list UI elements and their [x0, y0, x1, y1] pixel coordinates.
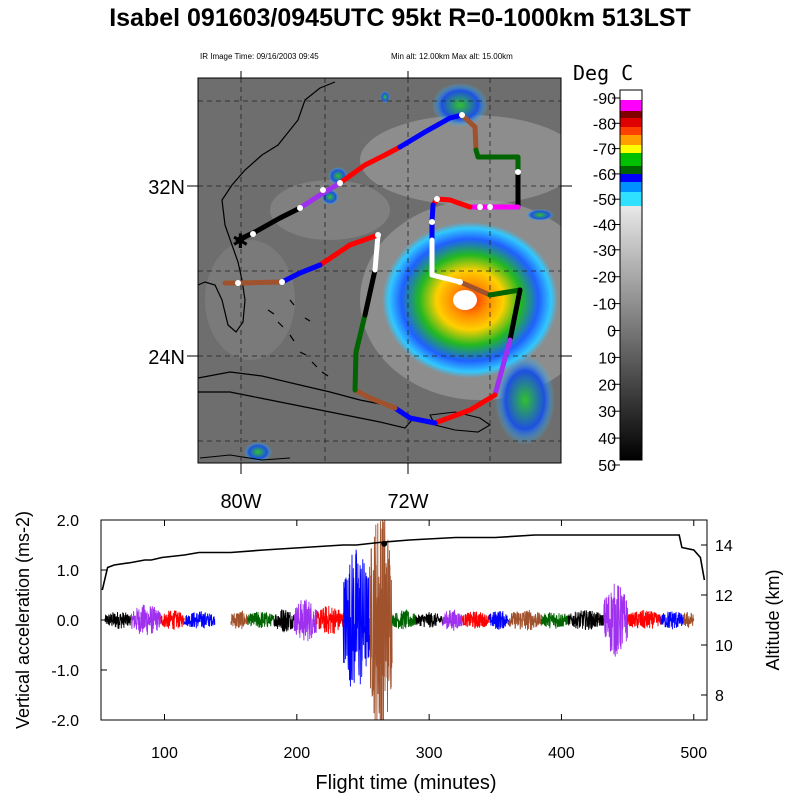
y2-tick-label: 14: [715, 538, 733, 555]
colorbar-label: -70: [593, 142, 616, 159]
map-frame: [197, 77, 562, 464]
coastline: [198, 81, 336, 333]
acceleration-segment: [441, 609, 463, 631]
colorbar-label: -30: [593, 243, 616, 260]
acceleration-segment: [273, 609, 295, 633]
lat-label-24n: 24N: [148, 347, 185, 369]
acceleration-segment: [508, 609, 543, 631]
colorbar-label: 30: [598, 404, 616, 421]
colorbar-title: Deg C: [573, 61, 633, 85]
colorbar-label: -20: [593, 270, 616, 287]
satellite-map: ✱ 32N 24N 80W 72W: [148, 71, 572, 513]
acceleration-segment: [247, 611, 275, 629]
colorbar-label: 40: [598, 431, 616, 448]
colorbar-label: -60: [593, 167, 616, 184]
acceleration-segment: [415, 612, 443, 628]
cloud-field: ✱: [198, 78, 561, 463]
acceleration-segment: [567, 610, 605, 630]
x-tick-label: 200: [283, 745, 310, 762]
colorbar-label: -40: [593, 218, 616, 235]
acceleration-segment: [293, 599, 318, 642]
colorbar-label: -50: [593, 192, 616, 209]
acceleration-segment: [369, 520, 393, 720]
acceleration-segment: [603, 583, 629, 657]
colorbar-label: -10: [593, 297, 616, 314]
colorbar-label: 10: [598, 350, 616, 367]
y-tick-label: 1.0: [57, 563, 79, 580]
chart-title: Isabel 091603/0945UTC 95kt R=0-1000km 51…: [109, 4, 691, 32]
altitude-line: [101, 534, 706, 591]
acceleration-segment: [230, 610, 249, 630]
acceleration-segment: [660, 611, 684, 630]
x-tick-label: 400: [548, 745, 575, 762]
y-axis-label: Vertical acceleration (ms-2): [13, 511, 33, 729]
acceleration-segment: [342, 549, 371, 687]
colorbar: Deg C -90 -80 -70 -60 -50 -40 -30 -20 -10 0 10 20 30…: [573, 61, 643, 475]
flight-track: [222, 112, 523, 426]
x-tick-label: 100: [151, 745, 178, 762]
x-tick-label: 500: [680, 745, 707, 762]
colorbar-label: 20: [598, 377, 616, 394]
ir-image-time: IR Image Time: 09/16/2003 09:45: [200, 52, 319, 61]
acceleration-segment: [682, 611, 695, 628]
acceleration-segment: [104, 611, 132, 629]
colorbar-label: -80: [593, 116, 616, 133]
track-markers: [235, 112, 521, 286]
y-tick-label: -1.0: [51, 663, 79, 680]
lat-label-32n: 32N: [148, 177, 185, 199]
y2-axis-label: Altitude (km): [763, 569, 783, 670]
hurricane-eye: [453, 290, 477, 310]
y-tick-label: -2.0: [51, 713, 79, 730]
x-axis-label: Flight time (minutes): [315, 772, 496, 794]
acceleration-segment: [541, 612, 569, 629]
acceleration-segment: [130, 604, 161, 636]
altitude-range: Min alt: 12.00km Max alt: 15.00km: [391, 52, 513, 61]
acceleration-segment: [627, 610, 662, 629]
acceleration-segment: [316, 605, 344, 634]
y-tick-label: 2.0: [57, 513, 79, 530]
y2-tick-label: 12: [715, 588, 733, 605]
altitude-current-marker: [381, 540, 388, 547]
y-tick-label: 0.0: [57, 613, 79, 630]
acceleration-segment: [391, 608, 417, 630]
bahamas: [267, 299, 329, 377]
acceleration-segment: [160, 610, 185, 630]
colorbar-label: -90: [593, 91, 616, 108]
timeseries-plot: 100 200 300 400 500 2.0 1.0 0.0 -1.0 -2.0 14 12 10…: [13, 511, 783, 794]
acceleration-segment: [488, 611, 509, 630]
acceleration-segment: [183, 611, 216, 629]
colorbar-label: 0: [607, 324, 616, 341]
y2-tick-label: 8: [715, 688, 724, 705]
lon-label-72w: 72W: [387, 491, 428, 513]
x-tick-label: 300: [416, 745, 443, 762]
y2-tick-label: 10: [715, 638, 733, 655]
map-ticks: [187, 71, 572, 474]
acceleration-segment: [461, 611, 490, 629]
lon-label-80w: 80W: [220, 491, 261, 513]
start-marker-icon: ✱: [232, 231, 249, 253]
acceleration-traces: [104, 520, 695, 720]
colorbar-label: 50: [598, 458, 616, 475]
